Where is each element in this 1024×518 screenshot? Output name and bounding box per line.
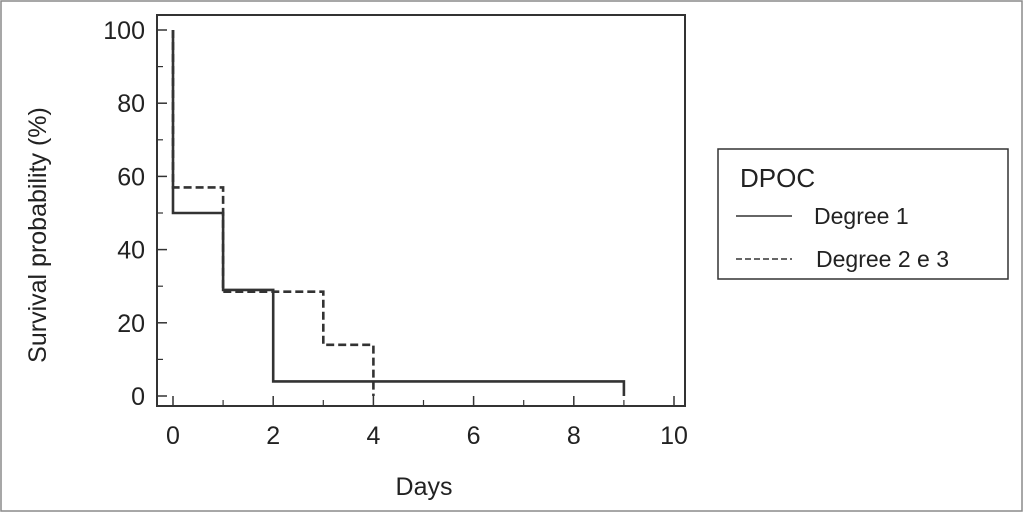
- y-tick-label: 40: [117, 237, 145, 265]
- legend-label-degree-2-e-3: Degree 2 e 3: [816, 246, 949, 272]
- x-tick-label: 10: [660, 422, 688, 450]
- plot-area: [156, 14, 686, 407]
- series-line-degree-1: [171, 30, 626, 396]
- legend-title: DPOC: [740, 163, 815, 193]
- y-tick-label: 80: [117, 90, 145, 118]
- x-tick-label: 8: [567, 422, 581, 450]
- series-layer: [171, 30, 626, 396]
- y-tick-label: 100: [103, 17, 145, 45]
- x-tick-label: 0: [166, 422, 180, 450]
- y-axis-title: Survival probability (%): [24, 107, 52, 363]
- x-tick-label: 6: [467, 422, 481, 450]
- y-tick-label: 0: [131, 383, 145, 411]
- y-tick-label: 60: [117, 163, 145, 191]
- y-tick-label: 20: [117, 310, 145, 338]
- x-axis: 0 2 4 6 8 10: [166, 396, 688, 450]
- x-axis-title: Days: [396, 473, 453, 501]
- legend-label-degree-1: Degree 1: [814, 203, 909, 229]
- legend: DPOC Degree 1 Degree 2 e 3: [717, 148, 1009, 280]
- series-line-degree-2-e-3: [171, 30, 375, 396]
- x-tick-label: 4: [366, 422, 380, 450]
- y-axis: 0 20 40 60 80 100: [103, 17, 167, 411]
- legend-box: [717, 148, 1009, 280]
- x-tick-label: 2: [266, 422, 280, 450]
